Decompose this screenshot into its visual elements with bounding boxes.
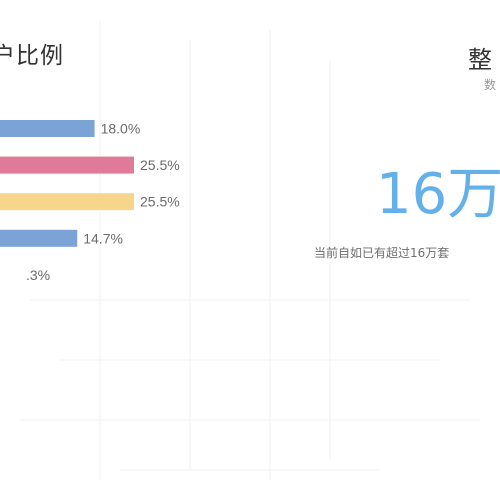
bar-label-5: .3%: [26, 267, 50, 283]
bar-2: [0, 156, 134, 174]
bar-label-3: 25.5%: [140, 194, 180, 210]
stat-number: 16万: [376, 162, 500, 227]
bar-1: [0, 120, 95, 137]
stat-subtitle: 数: [484, 78, 497, 92]
bar-label-2: 25.5%: [140, 157, 180, 173]
bar-3: [0, 193, 134, 211]
bar-label-1: 18.0%: [101, 121, 141, 137]
stat-title: 整: [468, 46, 492, 74]
bars-group: 18.0% 25.5% 25.5% 14.7% .3%: [0, 120, 180, 283]
bar-4: [0, 229, 78, 247]
chart-title: 户比例: [0, 43, 64, 69]
background-pattern: [20, 20, 480, 480]
stat-caption: 当前自如已有超过16万套: [314, 246, 450, 260]
bar-label-4: 14.7%: [83, 230, 123, 246]
